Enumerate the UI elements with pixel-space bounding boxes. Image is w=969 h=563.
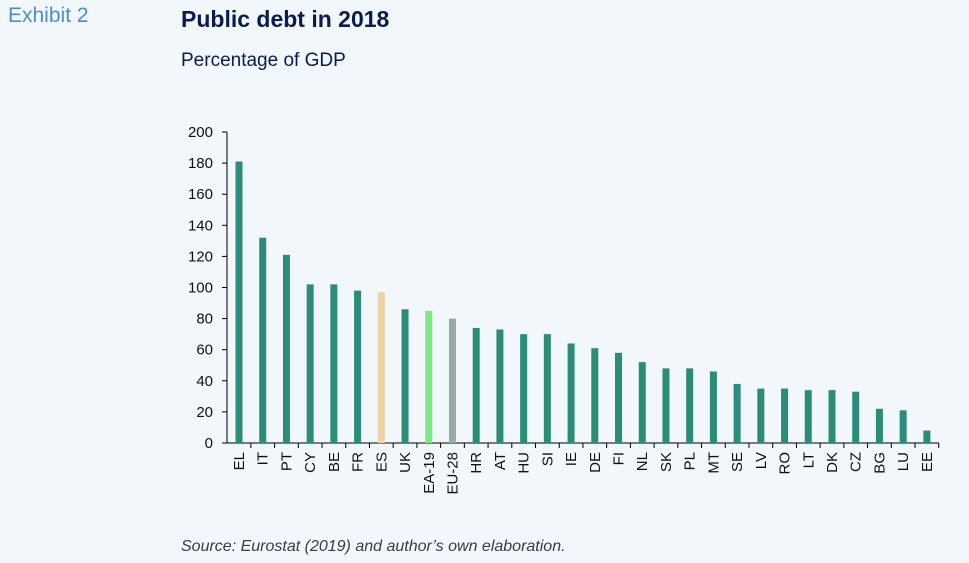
bar-uk: [401, 309, 409, 443]
bar-si: [543, 334, 551, 443]
bar-es: [377, 292, 385, 443]
chart-title: Public debt in 2018: [181, 6, 390, 32]
category-label: CZ: [848, 452, 865, 472]
bar-eu-28: [448, 318, 456, 443]
source-note: Source: Eurostat (2019) and author’s own…: [181, 538, 566, 555]
category-label: EE: [919, 452, 936, 472]
chart-subtitle: Percentage of GDP: [181, 50, 346, 71]
category-label: SK: [658, 452, 675, 472]
category-label: EA-19: [421, 452, 438, 494]
y-tick-label: 40: [196, 373, 213, 390]
bar-ro: [781, 388, 789, 443]
category-label: DE: [587, 452, 604, 473]
category-label: EL: [231, 452, 248, 470]
y-tick-label: 0: [205, 435, 213, 452]
y-tick-label: 140: [188, 217, 213, 234]
bar-be: [330, 284, 338, 443]
category-label: BG: [871, 452, 888, 474]
y-tick-label: 100: [188, 280, 213, 297]
category-label: NL: [634, 452, 651, 471]
category-label: HU: [516, 452, 533, 474]
category-label: UK: [397, 452, 414, 473]
y-tick-label: 160: [188, 186, 213, 203]
category-label: HR: [468, 452, 485, 474]
y-tick-label: 180: [188, 155, 213, 172]
category-label: CY: [302, 452, 319, 473]
bar-fr: [354, 290, 362, 443]
bar-pt: [282, 254, 290, 443]
y-tick-label: 200: [188, 124, 213, 141]
category-label: DK: [824, 452, 841, 473]
bar-fi: [615, 352, 623, 443]
bar-ee: [923, 430, 931, 443]
category-label: SI: [539, 452, 556, 466]
bar-cz: [852, 391, 860, 443]
bar-ie: [567, 343, 575, 443]
y-tick-label: 120: [188, 248, 213, 265]
category-label: PL: [682, 452, 699, 470]
bar-at: [496, 329, 504, 443]
category-label: FR: [350, 452, 367, 472]
bar-lt: [804, 390, 812, 443]
category-label: IT: [255, 452, 272, 465]
bar-el: [235, 161, 243, 444]
category-label: LT: [800, 452, 817, 468]
bar-pl: [686, 368, 694, 443]
category-label: LU: [895, 452, 912, 471]
category-label: MT: [705, 452, 722, 474]
category-label: AT: [492, 452, 509, 470]
bar-lu: [899, 410, 907, 443]
category-label: SE: [729, 452, 746, 472]
bar-ea-19: [425, 310, 433, 443]
category-label: IE: [563, 452, 580, 466]
bar-sk: [662, 368, 670, 443]
category-label: FI: [611, 452, 628, 465]
bar-hu: [520, 334, 528, 443]
bar-mt: [709, 371, 717, 443]
y-tick-label: 60: [196, 342, 213, 359]
category-label: ES: [373, 452, 390, 472]
y-tick-label: 80: [196, 311, 213, 328]
bar-cy: [306, 284, 314, 443]
category-label: PT: [278, 452, 295, 471]
bar-dk: [828, 390, 836, 443]
bar-se: [733, 383, 741, 443]
bar-it: [259, 237, 267, 443]
category-label: EU-28: [444, 452, 461, 495]
bar-lv: [757, 388, 765, 443]
bar-hr: [472, 327, 480, 443]
bar-nl: [638, 362, 646, 443]
category-label: RO: [777, 452, 794, 475]
y-tick-label: 20: [196, 404, 213, 421]
bar-de: [591, 348, 599, 443]
category-label: BE: [326, 452, 343, 472]
bar-bg: [875, 408, 883, 443]
category-label: LV: [753, 452, 770, 469]
exhibit-label: Exhibit 2: [8, 4, 89, 27]
